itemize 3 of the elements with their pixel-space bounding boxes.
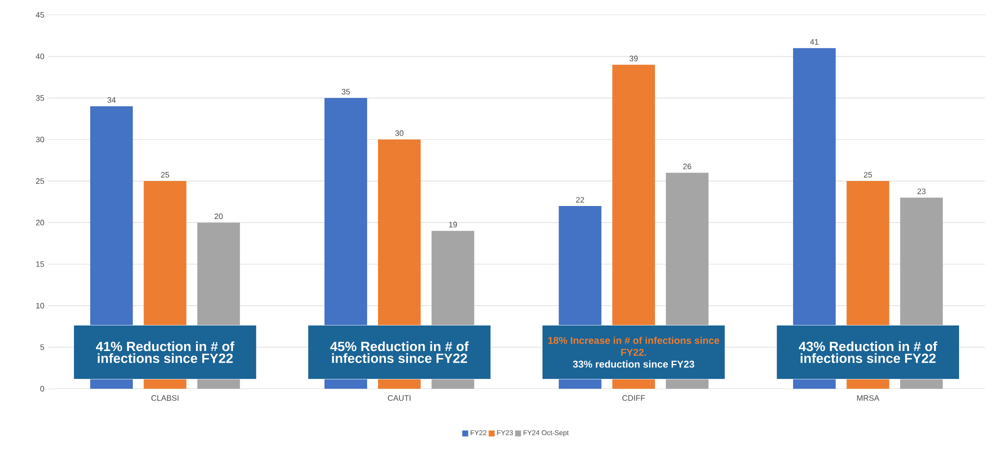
annotation: 43% Reduction in # of infections since FY22 <box>798 341 938 363</box>
annotation: 41% Reduction in # of infections since FY22 <box>96 341 234 363</box>
annotation: 45% Reduction in # of infections since FY22 <box>330 341 469 363</box>
